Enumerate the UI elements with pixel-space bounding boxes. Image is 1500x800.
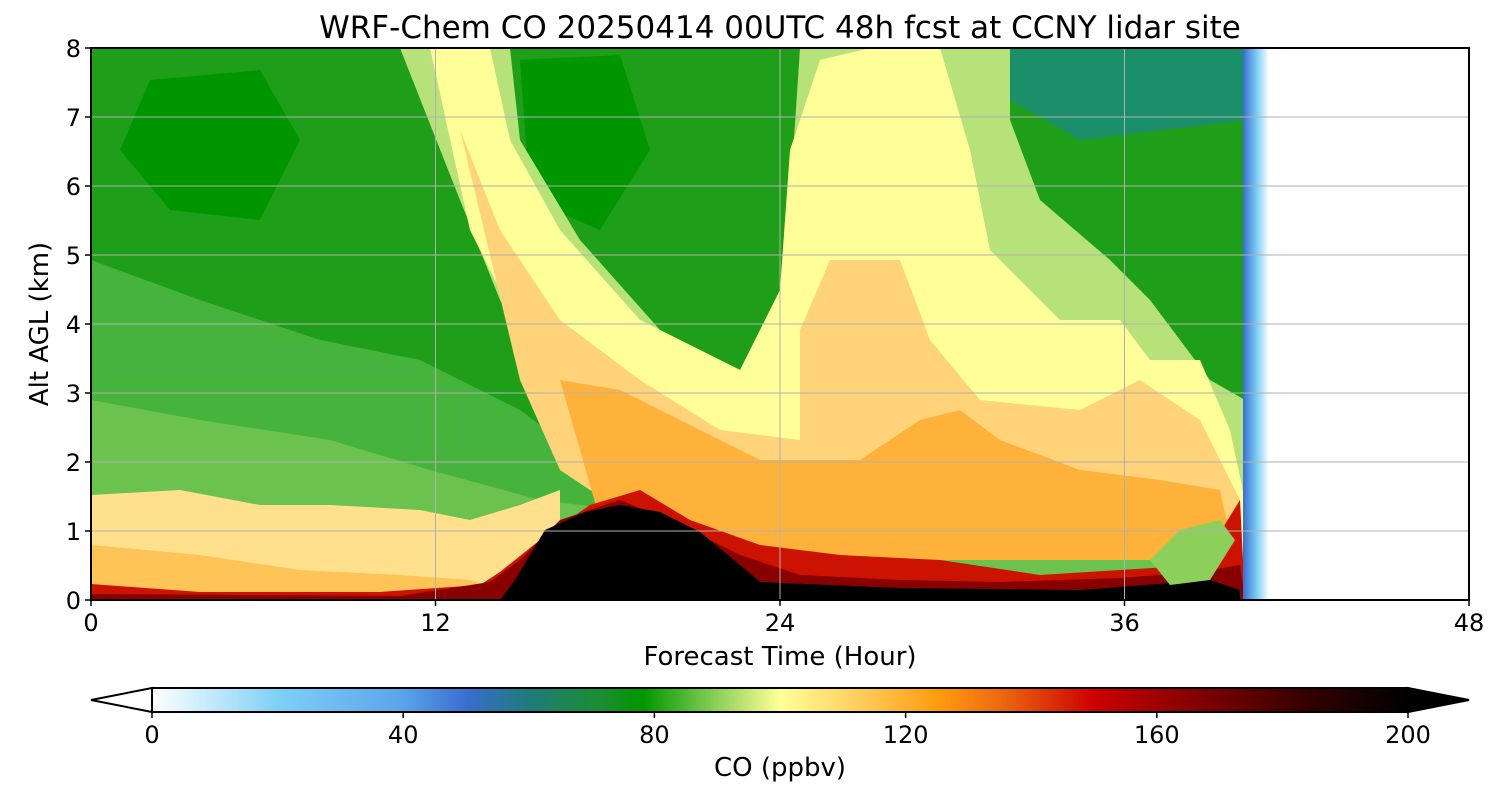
y-tick-label: 8 xyxy=(66,35,81,63)
grid-lines xyxy=(91,48,1469,600)
y-tick-label: 2 xyxy=(66,449,81,477)
y-axis-ticks: 0 1 2 3 4 5 6 7 8 xyxy=(66,35,91,615)
co-field-plume-orange xyxy=(560,380,1235,560)
x-tick-label: 36 xyxy=(1109,609,1140,637)
plot-area xyxy=(91,48,1469,600)
y-tick-label: 4 xyxy=(66,311,81,339)
co-field-dark-green-patch xyxy=(120,70,300,220)
colorbar-body xyxy=(151,687,1409,713)
colorbar-extend-high xyxy=(1407,686,1470,714)
y-tick-label: 0 xyxy=(66,587,81,615)
co-field-green-pocket xyxy=(1150,520,1235,585)
x-tick-label: 24 xyxy=(765,609,796,637)
co-field-black-core xyxy=(500,505,1240,600)
colorbar: 0 40 80 120 160 200 xyxy=(90,686,1470,749)
y-tick-label: 1 xyxy=(66,518,81,546)
x-axis-title: Forecast Time (Hour) xyxy=(643,642,916,672)
y-tick-label: 6 xyxy=(66,173,81,201)
chart-title: WRF-Chem CO 20250414 00UTC 48h fcst at C… xyxy=(319,10,1241,46)
x-tick-label: 48 xyxy=(1454,609,1485,637)
colorbar-ticks: 0 40 80 120 160 200 xyxy=(144,712,1431,749)
x-axis-ticks: 0 12 24 36 48 xyxy=(83,600,1484,637)
colorbar-tick-label: 160 xyxy=(1134,721,1180,749)
colorbar-tick-label: 0 xyxy=(144,721,159,749)
colorbar-extend-low xyxy=(90,686,153,714)
colorbar-tick-label: 120 xyxy=(883,721,929,749)
colorbar-tick-label: 200 xyxy=(1385,721,1431,749)
x-tick-label: 12 xyxy=(420,609,451,637)
colorbar-tick-label: 40 xyxy=(388,721,419,749)
x-tick-label: 0 xyxy=(83,609,98,637)
y-tick-label: 3 xyxy=(66,380,81,408)
y-axis-title: Alt AGL (km) xyxy=(25,242,55,406)
y-tick-label: 7 xyxy=(66,104,81,132)
y-tick-label: 5 xyxy=(66,242,81,270)
co-field-boundary-layer-orange xyxy=(91,545,500,600)
colorbar-tick-label: 80 xyxy=(639,721,670,749)
colorbar-title: CO (ppbv) xyxy=(714,753,846,783)
